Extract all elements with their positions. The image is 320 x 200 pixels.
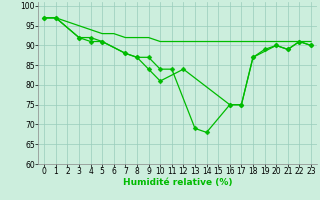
X-axis label: Humidité relative (%): Humidité relative (%) xyxy=(123,178,232,187)
